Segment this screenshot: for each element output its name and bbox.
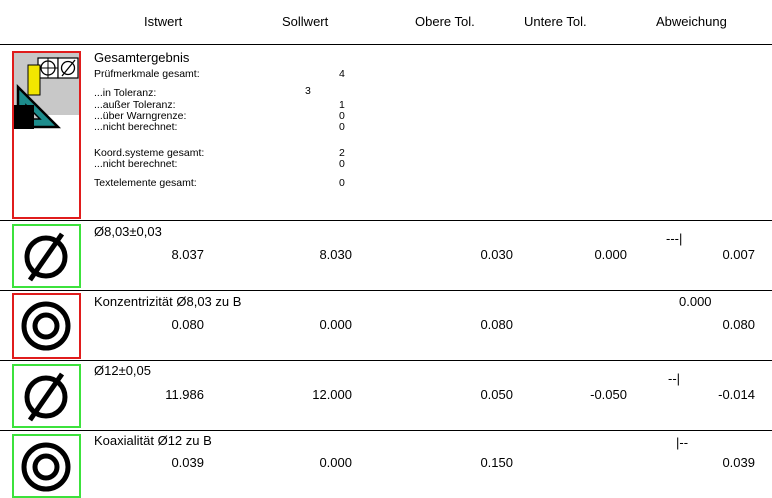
diameter-icon xyxy=(24,232,68,282)
summary-label: Textelemente gesamt: xyxy=(94,177,197,189)
obere-tol-value: 0.050 xyxy=(480,387,513,402)
obere-tol-value: 0.080 xyxy=(480,317,513,332)
istwert-value: 0.039 xyxy=(171,455,204,470)
sollwert-value: 8.030 xyxy=(319,247,352,262)
status-box-ok xyxy=(12,434,81,498)
summary-value: 0 xyxy=(339,158,345,170)
summary-value: 1 xyxy=(339,99,345,111)
row-divider xyxy=(0,44,772,45)
feature-title: Konzentrizität Ø8,03 zu B xyxy=(94,294,242,309)
status-box-ok xyxy=(12,364,81,428)
summary-label: ...nicht berechnet: xyxy=(94,121,178,133)
feature-title: Ø8,03±0,03 xyxy=(94,224,162,239)
header-istwert: Istwert xyxy=(144,14,183,29)
summary-label: ...außer Toleranz: xyxy=(94,99,176,111)
status-box-ok xyxy=(12,224,81,288)
summary-value: 0 xyxy=(339,110,345,122)
summary-icon-box xyxy=(12,51,81,219)
abweichung-value: 0.039 xyxy=(722,455,755,470)
summary-label: ...über Warngrenze: xyxy=(94,110,187,122)
header-sollwert: Sollwert xyxy=(282,14,329,29)
summary-title: Gesamtergebnis xyxy=(94,50,190,65)
deviation-marker: |-- xyxy=(676,435,689,450)
deviation-marker: 0.000 xyxy=(679,294,712,309)
deviation-marker: ---| xyxy=(666,231,683,246)
obere-tol-value: 0.030 xyxy=(480,247,513,262)
table-header: Istwert Sollwert Obere Tol. Untere Tol. … xyxy=(0,0,772,44)
abweichung-value: -0.014 xyxy=(718,387,755,402)
header-untere-tol: Untere Tol. xyxy=(524,14,587,29)
row-divider xyxy=(0,430,772,431)
sollwert-value: 0.000 xyxy=(319,455,352,470)
summary-value: 3 xyxy=(305,85,311,97)
status-box-out-of-tolerance xyxy=(12,293,81,359)
concentricity-icon xyxy=(21,301,71,351)
untere-tol-value: -0.050 xyxy=(590,387,627,402)
istwert-value: 0.080 xyxy=(171,317,204,332)
header-obere-tol: Obere Tol. xyxy=(415,14,475,29)
row-divider xyxy=(0,220,772,221)
summary-icon xyxy=(14,53,79,129)
summary-label: ...nicht berechnet: xyxy=(94,158,178,170)
summary-value: 0 xyxy=(339,177,345,189)
summary-value: 4 xyxy=(339,68,345,80)
abweichung-value: 0.080 xyxy=(722,317,755,332)
summary-label: Koord.systeme gesamt: xyxy=(94,147,205,159)
deviation-marker: --| xyxy=(668,371,681,386)
untere-tol-value: 0.000 xyxy=(594,247,627,262)
summary-value: 0 xyxy=(339,121,345,133)
abweichung-value: 0.007 xyxy=(722,247,755,262)
coaxiality-icon xyxy=(21,442,71,492)
istwert-value: 8.037 xyxy=(171,247,204,262)
summary-label: Prüfmerkmale gesamt: xyxy=(94,68,200,80)
obere-tol-value: 0.150 xyxy=(480,455,513,470)
row-divider xyxy=(0,360,772,361)
istwert-value: 11.986 xyxy=(165,387,204,402)
feature-title: Koaxialität Ø12 zu B xyxy=(94,433,212,448)
diameter-icon xyxy=(24,372,68,422)
summary-value: 2 xyxy=(339,147,345,159)
feature-title: Ø12±0,05 xyxy=(94,363,152,378)
sollwert-value: 12.000 xyxy=(312,387,352,402)
summary-label: ...in Toleranz: xyxy=(94,87,157,99)
row-divider xyxy=(0,290,772,291)
sollwert-value: 0.000 xyxy=(319,317,352,332)
header-abweichung: Abweichung xyxy=(656,14,727,29)
